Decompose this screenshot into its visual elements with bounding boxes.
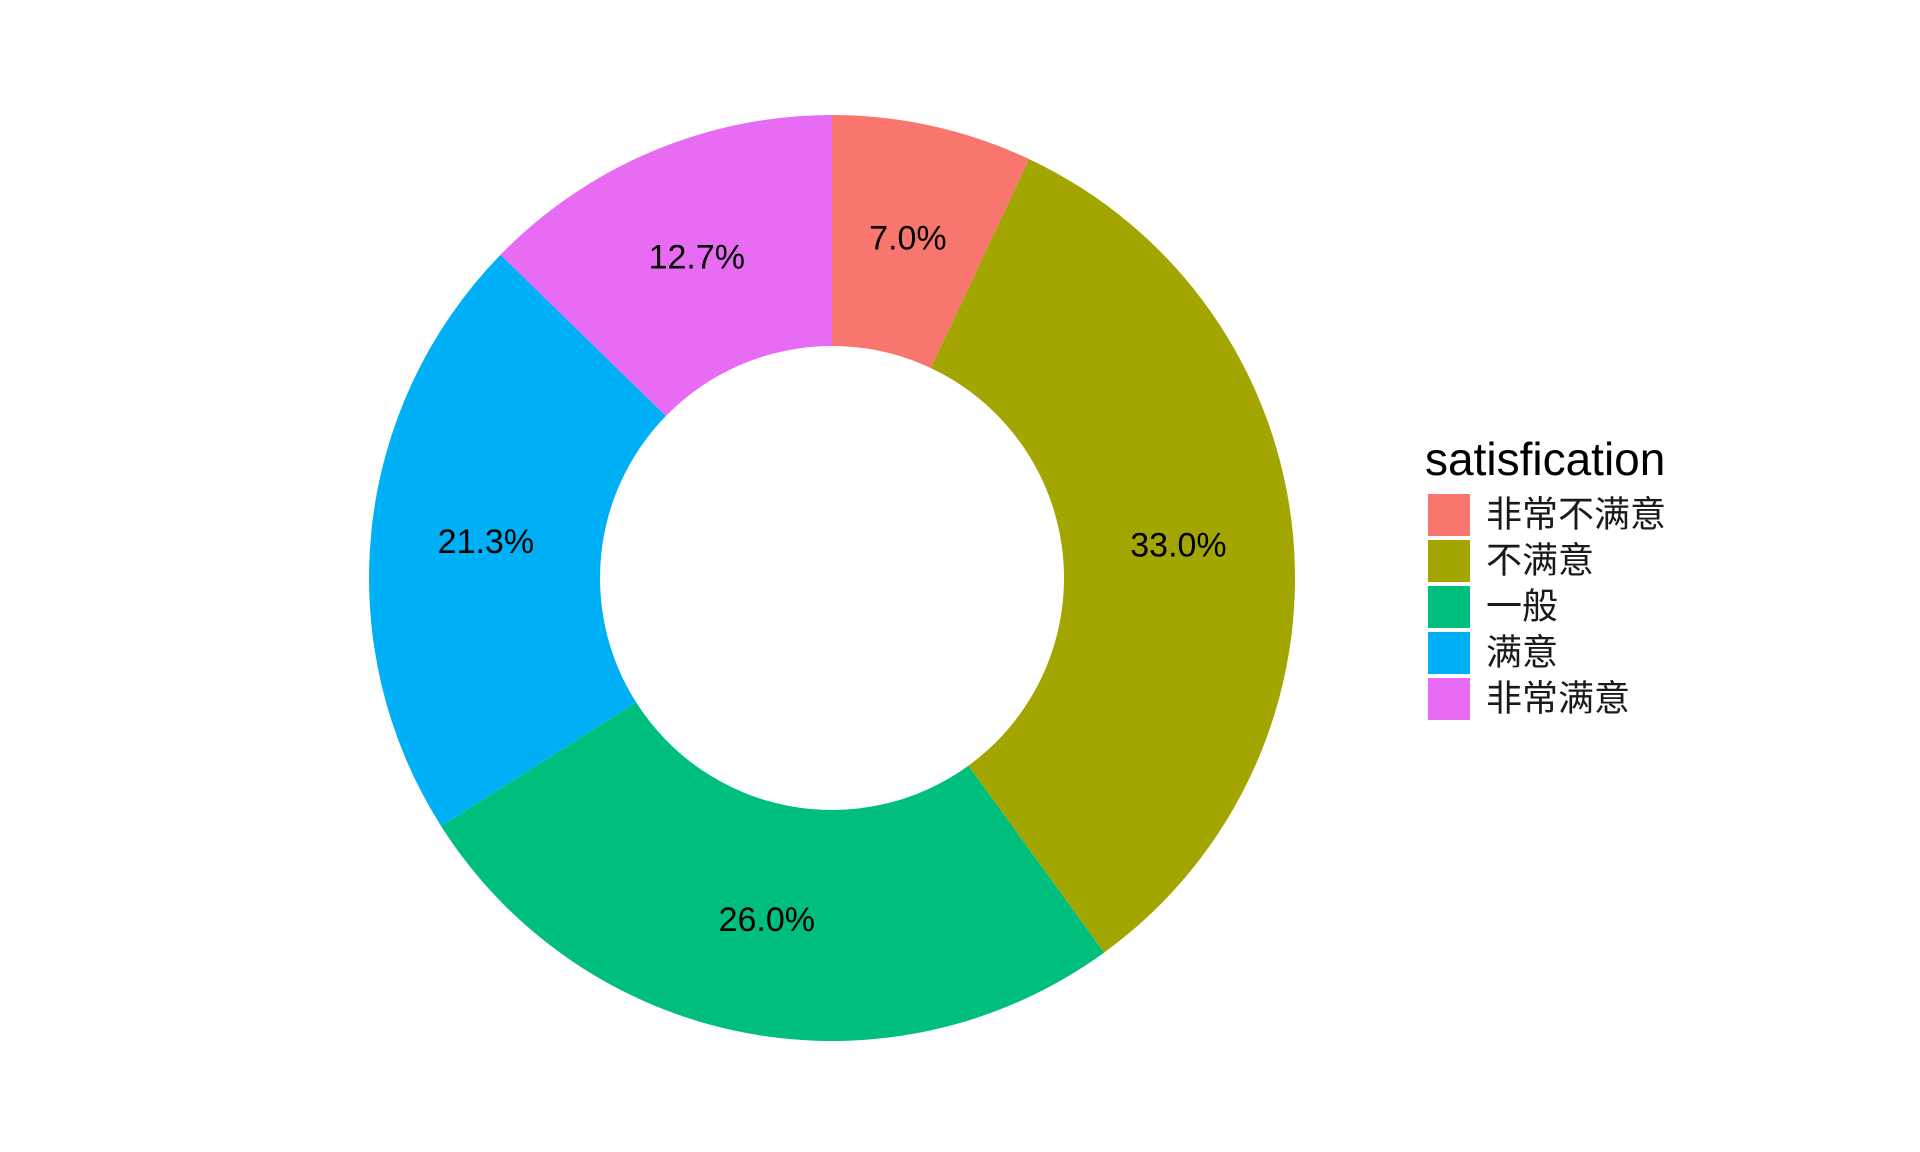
slice-labels: 7.0% 33.0% 26.0% 21.3% 12.7% [438,219,1227,938]
donut-slice-4 [368,254,666,827]
legend-key-swatch [1428,586,1470,628]
legend-key-swatch [1428,494,1470,536]
legend-label: 一般 [1486,587,1558,628]
slice-value-label: 26.0% [719,901,815,939]
donut-slices [368,115,1295,1041]
legend-label: 非常不满意 [1486,495,1666,536]
legend-key-swatch [1428,632,1470,674]
slice-value-label: 33.0% [1130,526,1226,564]
legend-label: 非常满意 [1486,679,1630,720]
donut-slice-2 [930,159,1295,953]
slice-value-label: 7.0% [869,219,947,257]
donut-slice-5 [500,115,832,417]
slice-value-label: 21.3% [438,523,534,561]
donut-slice-1 [832,115,1030,369]
legend-title: satisfication [1425,433,1665,485]
legend-label: 不满意 [1486,541,1594,582]
legend-label: 满意 [1486,633,1558,674]
slice-value-label: 12.7% [649,238,745,276]
legend-key-swatch [1428,540,1470,582]
donut-slice-3 [441,702,1105,1041]
legend-key-swatch [1428,678,1470,720]
